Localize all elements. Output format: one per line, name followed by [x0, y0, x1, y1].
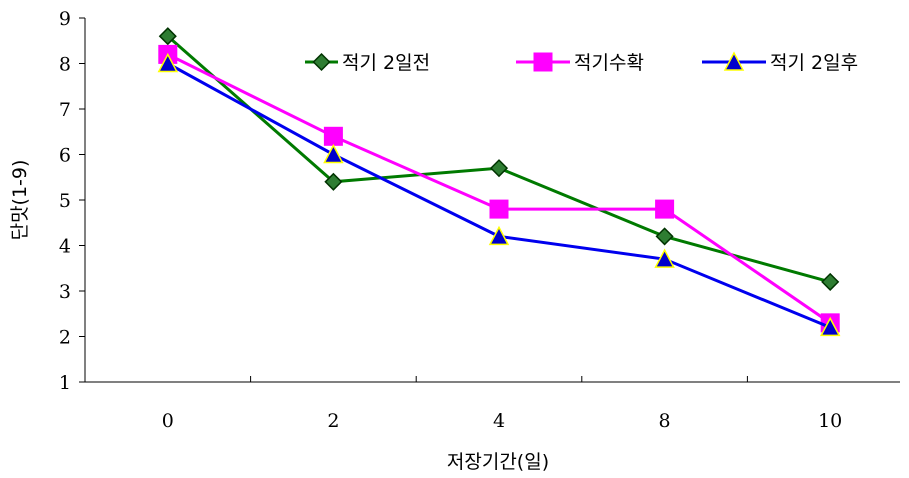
series-1: [158, 27, 840, 291]
series-line: [167, 53, 832, 325]
data-point: [654, 248, 675, 268]
data-point: [489, 199, 509, 219]
data-point: [323, 126, 343, 146]
y-ticks: 1 2 3 4 5 6 7 8 9: [59, 8, 85, 394]
y-tick-label: 8: [59, 54, 71, 76]
x-ticks: 0 2 4 8 10: [162, 376, 842, 432]
legend-marker: [723, 51, 745, 71]
legend-label: 적기 2일후: [770, 52, 858, 74]
legend-label: 적기수확: [574, 52, 644, 74]
data-point: [489, 159, 509, 178]
legend-item: 적기 2일전: [305, 52, 430, 74]
y-tick-label: 9: [59, 8, 71, 30]
data-point: [158, 27, 177, 46]
data-point: [157, 52, 179, 73]
x-tick-label: 2: [327, 410, 339, 432]
data-point: [655, 227, 674, 246]
y-axis-title: 단맛(1-9): [9, 160, 31, 241]
legend-label: 적기 2일전: [342, 52, 430, 74]
series-3: [157, 52, 841, 337]
data-point: [821, 272, 840, 291]
x-tick-label: 8: [659, 410, 671, 432]
legend: 적기 2일전 적기수확 적기 2일후: [305, 51, 858, 74]
x-tick-label: 4: [493, 410, 505, 432]
data-point: [488, 225, 510, 246]
data-point: [655, 199, 675, 219]
y-tick-label: 1: [59, 372, 71, 394]
legend-item: 적기 2일후: [702, 51, 858, 74]
data-point: [324, 172, 343, 191]
x-tick-label: 10: [818, 410, 842, 432]
y-tick-label: 6: [59, 145, 71, 167]
data-point: [323, 143, 344, 164]
y-tick-label: 4: [59, 236, 71, 258]
y-tick-label: 3: [59, 281, 71, 303]
data-point: [819, 316, 841, 337]
x-axis-title: 저장기간(일): [447, 451, 549, 473]
series-layer: [157, 27, 841, 337]
legend-item: 적기수확: [516, 52, 644, 74]
x-tick-label: 0: [162, 410, 174, 432]
y-tick-label: 5: [59, 190, 71, 212]
y-tick-label: 2: [59, 327, 71, 349]
y-tick-label: 7: [59, 99, 71, 121]
legend-marker: [533, 52, 553, 72]
legend-marker: [312, 52, 331, 72]
